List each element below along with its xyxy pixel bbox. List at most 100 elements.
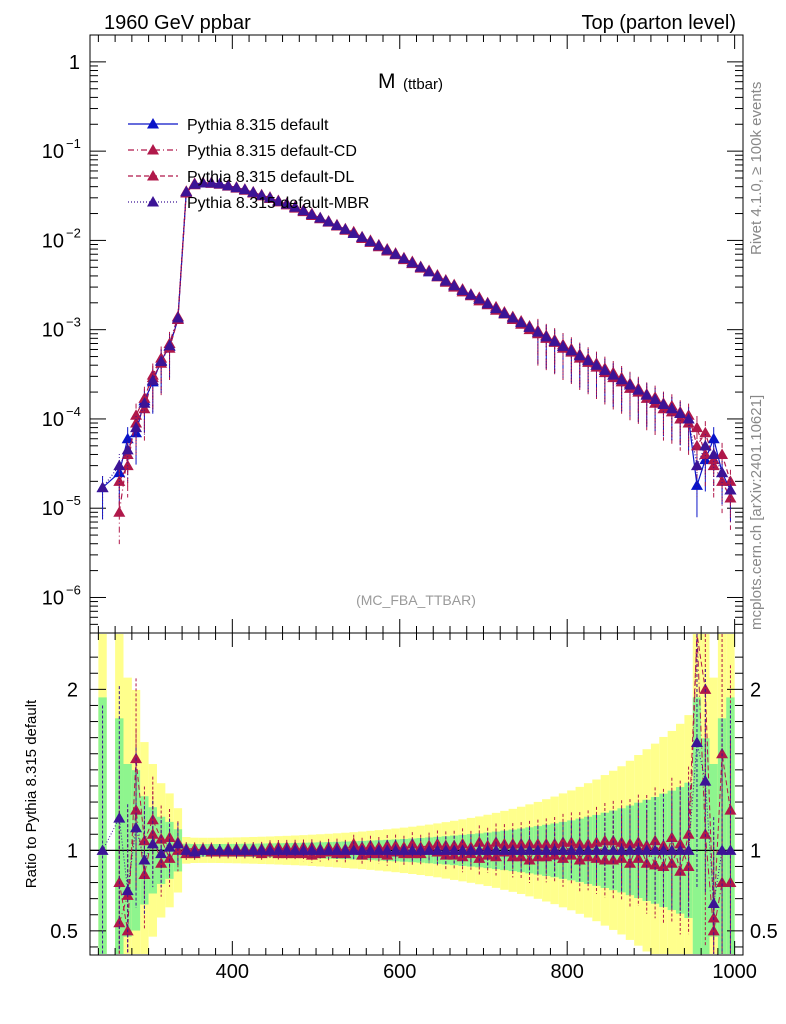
data-point [372, 844, 385, 855]
data-point [707, 897, 720, 908]
y-tick-label: 10 [42, 320, 64, 342]
series-line [118, 181, 731, 513]
y-tick-exponent: −3 [66, 315, 81, 330]
data-point [263, 191, 276, 203]
data-point [490, 850, 503, 862]
data-point [506, 844, 519, 855]
data-point [121, 459, 134, 471]
data-point [716, 448, 729, 459]
data-point [724, 475, 737, 486]
data-point [615, 836, 628, 847]
data-point [573, 844, 586, 855]
data-point [682, 844, 695, 855]
data-point [523, 844, 536, 855]
ratio-y-tick-label: 2 [67, 679, 78, 701]
series-3 [96, 176, 737, 522]
chart-title: M [378, 70, 396, 93]
y-tick-exponent: −5 [66, 493, 81, 508]
ratio-ylabel: Ratio to Pythia 8.315 default [23, 699, 40, 888]
data-point [255, 844, 268, 855]
data-point [665, 402, 678, 414]
data-point [356, 844, 369, 855]
data-point [397, 252, 410, 264]
data-point [113, 459, 126, 471]
ratio-y-tick-label: 1 [67, 840, 78, 862]
data-point [515, 837, 528, 849]
data-point [649, 844, 662, 855]
data-point [322, 844, 335, 855]
data-point [121, 432, 134, 444]
data-point [716, 844, 729, 855]
data-point [464, 288, 477, 300]
data-point [130, 421, 143, 433]
data-point [506, 312, 519, 323]
y-tick-label: 10 [42, 498, 64, 520]
data-point [724, 844, 737, 855]
data-point [548, 335, 561, 346]
data-point [364, 844, 377, 855]
data-point [113, 475, 126, 486]
ratio-y-tick-label: 0.5 [50, 921, 78, 943]
y-tick-label: 10 [42, 230, 64, 252]
data-point [414, 844, 427, 855]
data-point [565, 344, 578, 356]
data-point [314, 212, 327, 223]
x-tick-label: 600 [383, 961, 416, 983]
main-series-group [96, 176, 737, 545]
data-point [330, 844, 343, 855]
series-line [102, 182, 731, 491]
data-point [238, 844, 251, 855]
data-point [531, 844, 544, 855]
data-point [490, 844, 503, 855]
data-point [690, 736, 703, 747]
data-point [322, 215, 335, 227]
data-point [364, 235, 377, 247]
data-point [297, 204, 310, 216]
data-point [699, 683, 712, 694]
series-line [118, 181, 731, 482]
ratio-series-2 [96, 634, 737, 954]
data-point [674, 844, 687, 855]
data-point [339, 223, 352, 234]
data-point [423, 265, 436, 277]
data-point [314, 844, 327, 855]
data-point [682, 412, 695, 424]
series-0 [96, 176, 737, 522]
ratio-bands [98, 634, 735, 954]
y-tick-exponent: −1 [66, 136, 81, 151]
data-point [171, 837, 184, 849]
data-point [649, 393, 662, 405]
data-point [406, 837, 419, 849]
y-tick-exponent: −4 [66, 404, 81, 419]
data-point [205, 176, 218, 188]
data-point [213, 844, 226, 855]
data-point [372, 239, 385, 251]
data-point [632, 852, 645, 863]
data-point [699, 439, 712, 451]
data-point [121, 884, 134, 896]
data-point [272, 195, 285, 206]
data-point [582, 354, 595, 366]
y-tick-label: 10 [42, 409, 64, 431]
data-point [490, 302, 503, 314]
data-point [222, 844, 235, 855]
data-point [180, 844, 193, 855]
data-point [222, 179, 235, 191]
data-point [640, 389, 653, 400]
data-point [674, 865, 687, 876]
ratio-y-tick-label: 1 [750, 840, 761, 862]
data-point [280, 844, 293, 855]
data-point [188, 178, 201, 189]
data-point [113, 812, 126, 823]
data-point [389, 248, 402, 259]
data-point [381, 844, 394, 855]
data-point [707, 448, 720, 459]
data-point [615, 844, 628, 855]
data-point [607, 854, 620, 865]
data-point [230, 181, 243, 193]
data-point [665, 844, 678, 855]
data-point [632, 836, 645, 847]
data-point [582, 844, 595, 855]
data-point [498, 844, 511, 855]
